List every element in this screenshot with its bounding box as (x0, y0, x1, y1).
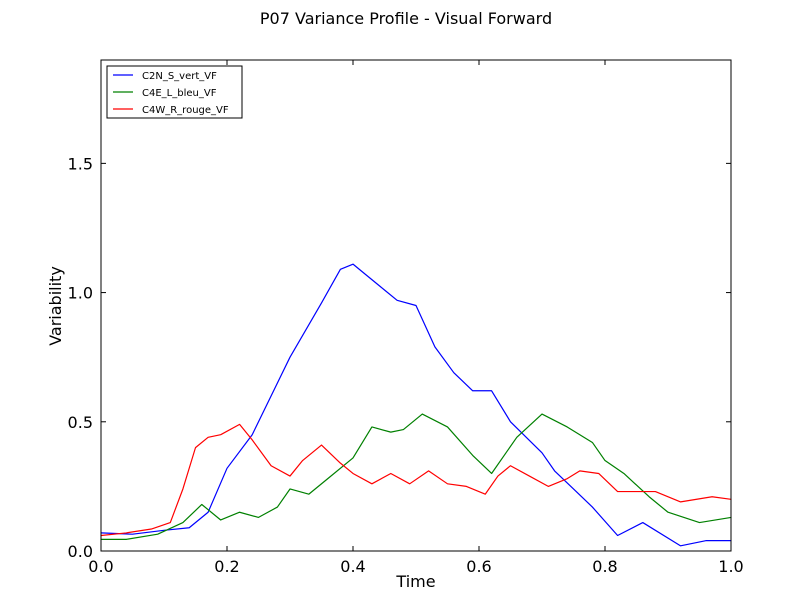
y-tick-label: 0.0 (68, 542, 93, 561)
x-tick-label: 0.4 (340, 557, 365, 576)
legend-label-2: C4E_L_bleu_VF (142, 88, 217, 99)
x-tick-label: 1.0 (718, 557, 743, 576)
x-tick-label: 0.6 (466, 557, 491, 576)
series-line-2 (100, 413, 732, 540)
legend-label-1: C2N_S_vert_VF (142, 71, 217, 82)
series-line-3 (100, 423, 732, 537)
y-tick-label: 1.5 (68, 154, 93, 173)
legend: C2N_S_vert_VF C4E_L_bleu_VF C4W_R_rouge_VF (106, 65, 243, 119)
y-axis-label: Variability (46, 266, 65, 346)
x-tick-label: 0.8 (592, 557, 617, 576)
series-line-1 (100, 263, 732, 547)
plot-area: 0.0 0.2 0.4 0.6 0.8 1.0 0.0 0.5 1.0 1.5 C2N_S_vert… (68, 59, 744, 576)
legend-label-3: C4W_R_rouge_VF (142, 105, 229, 116)
chart-title: P07 Variance Profile - Visual Forward (260, 9, 552, 28)
x-tick-label: 0.2 (214, 557, 239, 576)
x-axis-label: Time (395, 572, 435, 591)
x-tick-label: 0.0 (88, 557, 113, 576)
y-tick-label: 0.5 (68, 413, 93, 432)
y-tick-label: 1.0 (68, 284, 93, 303)
axes-frame (100, 59, 732, 552)
